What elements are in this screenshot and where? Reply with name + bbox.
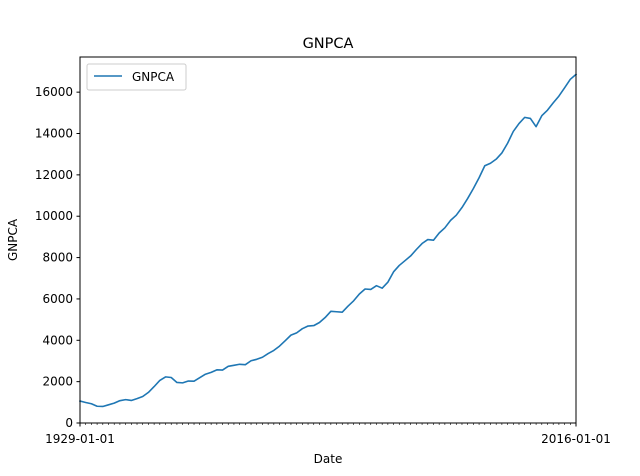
- axes-frame: [79, 56, 577, 424]
- y-tick-label-16000: 16000: [35, 85, 73, 99]
- x-axis-label: Date: [314, 452, 343, 466]
- y-tick-label-4000: 4000: [42, 333, 73, 347]
- y-tick-label-10000: 10000: [35, 209, 73, 223]
- legend-label-gnpca: GNPCA: [132, 70, 175, 84]
- gnpca-series-line: [79, 73, 578, 408]
- y-tick-label-6000: 6000: [42, 292, 73, 306]
- y-tick-label-14000: 14000: [35, 127, 73, 141]
- y-tick-label-8000: 8000: [42, 251, 73, 265]
- chart-title: GNPCA: [303, 36, 354, 52]
- plot-area: [79, 73, 578, 408]
- y-tick-label-12000: 12000: [35, 168, 73, 182]
- legend: GNPCA: [86, 63, 187, 91]
- y-tick-label-0: 0: [65, 416, 73, 430]
- x-axis: 1929-01-01 2016-01-01: [45, 423, 611, 446]
- x-tick-label-1929: 1929-01-01: [45, 432, 115, 446]
- x-tick-label-2016: 2016-01-01: [541, 432, 611, 446]
- y-axis-label: GNPCA: [6, 218, 20, 261]
- y-axis: 0 2000 4000 6000 8000 10000 12000 14000 16000: [35, 85, 80, 430]
- y-tick-label-2000: 2000: [42, 375, 73, 389]
- legend-box: [86, 63, 187, 91]
